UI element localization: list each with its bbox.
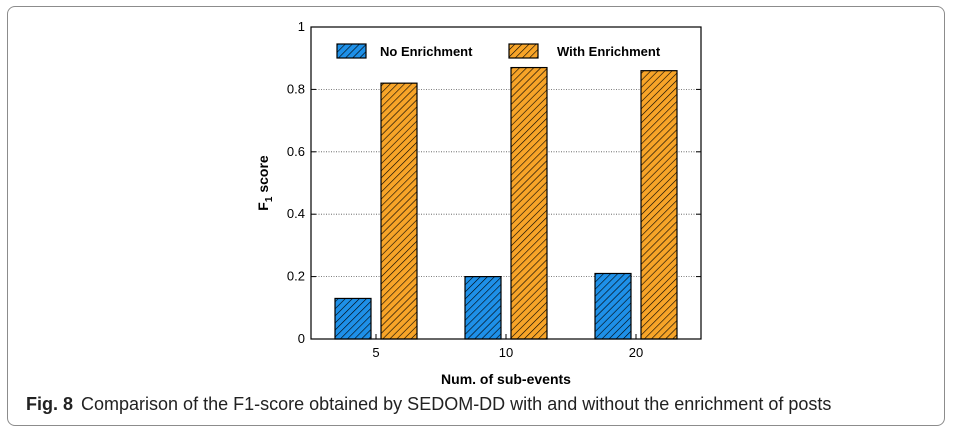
bar-outline — [510, 66, 548, 340]
bar-chart: 0 0.2 0.4 0.6 0.8 1 5 10 20 No Enrichment With E… — [255, 19, 702, 387]
y-tick-label: 1 — [298, 19, 305, 34]
y-tick-label: 0.4 — [287, 206, 305, 221]
legend-label: With Enrichment — [557, 44, 661, 59]
bar-outline — [640, 70, 678, 340]
figure-caption: Fig. 8 Comparison of the F1-score obtaine… — [26, 394, 831, 415]
bar-outline — [594, 272, 632, 340]
bar-outline — [334, 297, 372, 340]
bar-outline — [464, 276, 502, 340]
legend-label: No Enrichment — [380, 44, 473, 59]
bar-with-enrichment-5 — [380, 82, 418, 340]
bar-with-enrichment-20 — [640, 70, 678, 340]
legend-swatch-outline — [508, 43, 539, 59]
legend: No Enrichment With Enrichment — [336, 43, 661, 59]
y-tick-label: 0.6 — [287, 144, 305, 159]
legend-swatch-outline — [336, 43, 367, 59]
bar-no-enrichment-20 — [594, 272, 632, 340]
bar-no-enrichment-10 — [464, 276, 502, 340]
y-axis-label-main: F — [255, 202, 271, 211]
bar-no-enrichment-5 — [334, 297, 372, 340]
y-tick-label: 0 — [298, 331, 305, 346]
legend-item: No Enrichment — [336, 43, 473, 59]
y-tick-label: 0.2 — [287, 269, 305, 284]
figure-label: Fig. 8 — [26, 394, 74, 414]
x-axis: 5 10 20 — [372, 334, 643, 360]
y-axis: 0 0.2 0.4 0.6 0.8 1 — [287, 19, 701, 346]
bars — [334, 66, 678, 340]
y-axis-label-rest: score — [255, 155, 271, 196]
x-tick-label: 5 — [372, 345, 379, 360]
x-tick-label: 10 — [499, 345, 513, 360]
bar-with-enrichment-10 — [510, 66, 548, 340]
bar-outline — [380, 82, 418, 340]
gridlines — [311, 89, 701, 278]
x-tick-label: 20 — [629, 345, 643, 360]
legend-item: With Enrichment — [508, 43, 661, 59]
x-axis-label: Num. of sub-events — [441, 371, 571, 387]
y-tick-label: 0.8 — [287, 81, 305, 96]
y-axis-label-subscript: 1 — [264, 196, 275, 202]
y-axis-label: F1 score — [255, 155, 275, 211]
caption-text: Comparison of the F1-score obtained by S… — [81, 394, 832, 414]
figure-frame — [7, 6, 945, 426]
